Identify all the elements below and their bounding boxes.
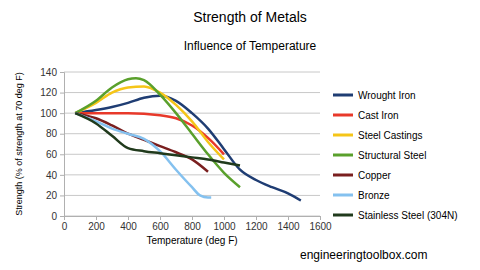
legend-label: Steel Castings: [358, 130, 422, 141]
y-tick-label: 140: [40, 67, 57, 78]
x-tick-label: 1000: [213, 221, 236, 232]
x-tick-label: 600: [152, 221, 169, 232]
x-tick-mark: [320, 216, 321, 220]
y-tick-mark: [60, 195, 64, 196]
title: Strength of Metals: [193, 9, 307, 25]
y-tick: 40: [46, 170, 64, 181]
grid-line: [64, 92, 320, 93]
subtitle: Influence of Temperature: [184, 39, 317, 53]
y-tick-label: 60: [46, 149, 58, 160]
legend-label: Copper: [358, 170, 391, 181]
y-tick-mark: [60, 154, 64, 155]
y-tick-mark: [60, 216, 64, 217]
x-tick-mark: [256, 216, 257, 220]
y-tick: 20: [46, 190, 64, 201]
y-tick: 80: [46, 128, 64, 139]
y-tick-mark: [60, 72, 64, 73]
chart: Strength of Metals Influence of Temperatu…: [0, 0, 480, 270]
x-tick: 200: [88, 216, 105, 232]
grid-line: [64, 154, 320, 155]
y-axis-title: Strength (% of strength at 70 deg F): [14, 72, 24, 216]
x-tick-label: 1200: [245, 221, 268, 232]
grid-line: [64, 195, 320, 196]
x-axis: 0 200 400 600 800 1000 1200 1400 1600: [62, 216, 332, 232]
y-tick-label: 40: [46, 170, 58, 181]
x-tick-label: 800: [184, 221, 201, 232]
plot-area: [75, 78, 301, 200]
x-tick-mark: [128, 216, 129, 220]
y-tick: 100: [40, 108, 64, 119]
grid-line: [64, 72, 320, 73]
x-tick-label: 200: [88, 221, 105, 232]
legend-label: Structural Steel: [358, 150, 426, 161]
x-tick-label: 400: [120, 221, 137, 232]
x-tick-label: 1400: [277, 221, 300, 232]
x-tick: 1200: [245, 216, 268, 232]
x-tick-mark: [192, 216, 193, 220]
legend-swatch: [333, 114, 353, 117]
y-tick: 120: [40, 87, 64, 98]
x-tick-mark: [288, 216, 289, 220]
legend: Wrought Iron Cast Iron Steel Castings Struc…: [333, 90, 458, 221]
y-tick-mark: [60, 113, 64, 114]
x-tick-mark: [96, 216, 97, 220]
grid-line: [64, 174, 320, 175]
y-tick-label: 120: [40, 87, 57, 98]
grid: [64, 72, 320, 216]
y-tick-mark: [60, 93, 64, 94]
y-tick-mark: [60, 134, 64, 135]
x-tick-mark: [224, 216, 225, 220]
x-tick-label: 1600: [309, 221, 332, 232]
legend-label: Stainless Steel (304N): [358, 210, 458, 221]
legend-swatch: [333, 134, 353, 137]
y-tick-label: 100: [40, 108, 57, 119]
legend-label: Wrought Iron: [358, 90, 416, 101]
series-line: [75, 78, 240, 187]
series-line: [75, 113, 211, 197]
x-tick: 600: [152, 216, 169, 232]
x-tick: 1400: [277, 216, 300, 232]
x-tick: 800: [184, 216, 201, 232]
y-tick: 140: [40, 67, 64, 78]
y-tick-label: 80: [46, 128, 58, 139]
legend-label: Cast Iron: [358, 110, 399, 121]
series-line: [75, 96, 301, 201]
y-axis-line: [60, 73, 65, 217]
y-tick-label: 0: [51, 211, 57, 222]
y-axis: 0 20 40 60 80 100 120 140: [40, 67, 64, 222]
legend-swatch: [333, 214, 353, 217]
y-tick-mark: [60, 175, 64, 176]
x-tick: 1600: [309, 216, 332, 232]
x-tick: 0: [62, 216, 68, 232]
y-tick-label: 20: [46, 190, 58, 201]
x-axis-title: Temperature (deg F): [146, 235, 237, 246]
y-tick: 60: [46, 149, 64, 160]
series-line: [75, 113, 240, 165]
x-tick: 400: [120, 216, 137, 232]
legend-swatch: [333, 174, 353, 177]
legend-swatch: [333, 194, 353, 197]
x-tick-label: 0: [62, 221, 68, 232]
x-tick: 1000: [213, 216, 236, 232]
legend-swatch: [333, 154, 353, 157]
legend-swatch: [333, 94, 353, 97]
x-tick-mark: [160, 216, 161, 220]
annotation: engineeringtoolbox.com: [300, 248, 427, 262]
y-tick: 0: [51, 211, 64, 222]
legend-label: Bronze: [358, 190, 390, 201]
x-axis-line: [65, 217, 321, 221]
